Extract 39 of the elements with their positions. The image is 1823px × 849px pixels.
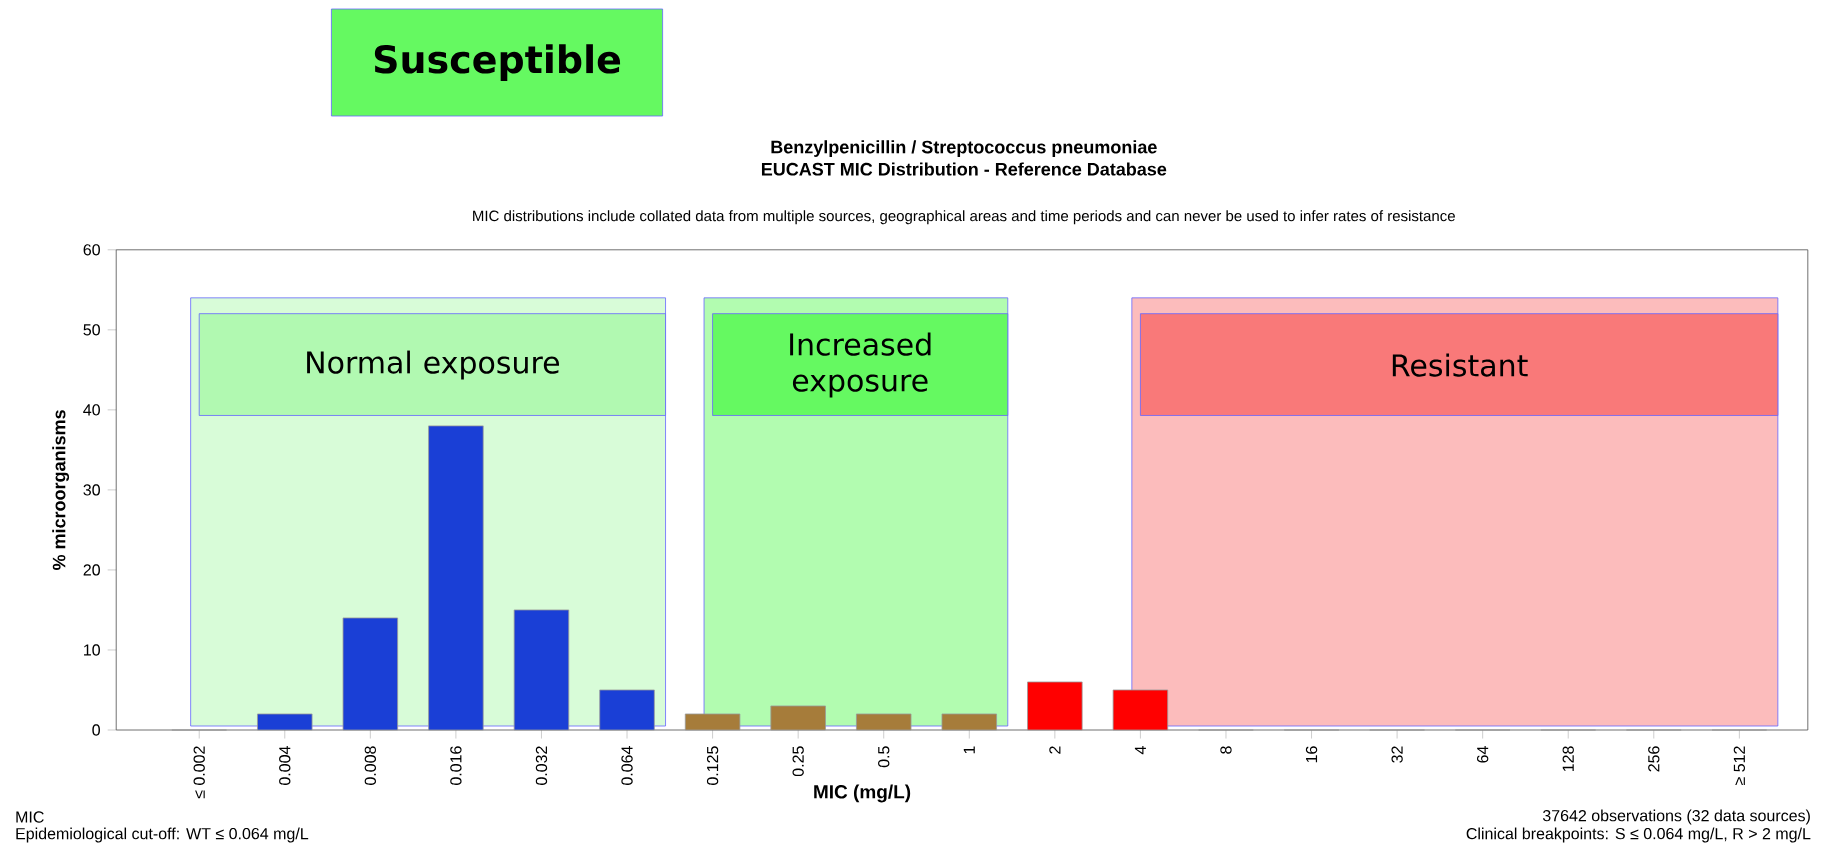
x-tick-label: 0.125 [706, 746, 719, 785]
x-tick-label: 0.004 [279, 746, 291, 785]
y-tick-label: 50 [83, 324, 100, 336]
x-axis-title: MIC (mg/L) [814, 784, 911, 803]
y-tick-label: 30 [83, 484, 100, 496]
text: MIC distributions include collated data from multiple sources, geographical areas and time periods and can never be used to infer rates of resistance [473, 210, 1455, 225]
band-label: Normal exposure [307, 350, 559, 380]
band-label: Resistant [1392, 353, 1528, 377]
text: 37642 observations (32 data sources) [1542, 809, 1810, 825]
x-tick-label: 128 [1562, 746, 1574, 772]
x-tick-label: ≤ 0.002 [193, 746, 205, 799]
x-tick-label: 1 [963, 746, 975, 754]
x-tick-label: 0.016 [450, 746, 462, 785]
text: Clinical breakpoints: S ≤ 0.064 mg/L, R > 2 mg/L [1466, 827, 1811, 843]
x-tick-label: 256 [1648, 746, 1660, 772]
y-tick-label: 40 [83, 404, 100, 416]
chart-title: Benzylpenicillin / Streptococcus pneumoniae [771, 140, 1157, 157]
band-label: Increased exposure [790, 332, 931, 398]
y-tick-label: 20 [83, 564, 100, 576]
x-tick-label: 0.5 [878, 746, 890, 768]
text: MIC [16, 811, 44, 823]
y-tick-label: 60 [83, 244, 100, 256]
text: Susceptible [374, 44, 621, 81]
x-tick-label: 0.008 [364, 746, 376, 785]
x-tick-label: ≥ 512 [1733, 746, 1746, 785]
y-axis-title: % microorganisms [52, 410, 70, 570]
x-tick-label: 64 [1477, 746, 1489, 763]
chart-subtitle: EUCAST MIC Distribution - Reference Database [761, 162, 1167, 176]
x-tick-label: 16 [1305, 746, 1318, 763]
y-tick-label: 0 [92, 724, 100, 736]
x-tick-label: 2 [1049, 746, 1061, 754]
text: Epidemiological cut-off: WT ≤ 0.064 mg/L [16, 827, 309, 843]
x-tick-label: 0.032 [535, 746, 548, 785]
x-tick-label: 32 [1391, 746, 1403, 763]
x-tick-label: 4 [1134, 746, 1146, 755]
x-tick-label: 0.25 [792, 746, 804, 777]
x-tick-label: 8 [1220, 746, 1232, 754]
y-tick-label: 10 [84, 644, 100, 656]
x-tick-label: 0.064 [621, 746, 633, 785]
